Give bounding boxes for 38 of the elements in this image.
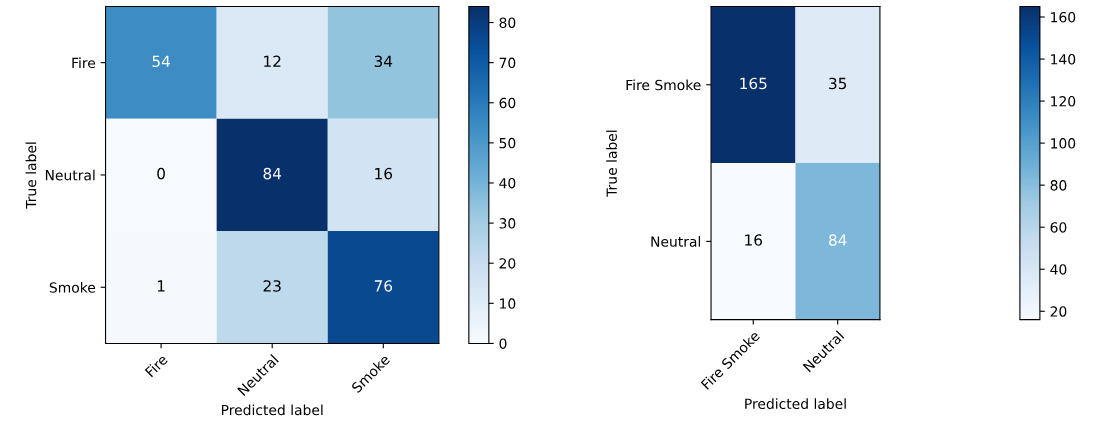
y-tick-label: Neutral [45,169,95,181]
x-tick-label: Fire [144,353,169,378]
x-axis-title: Predicted label [745,398,846,410]
y-tick-label: Smoke [49,282,96,293]
data-label: 23 [263,280,281,292]
y-axis-title: True label [606,130,617,197]
color-bar-label: 60 [1050,222,1067,233]
color-bar-label: 50 [499,137,516,149]
color-bar-label: 40 [1050,264,1067,275]
data-label: 76 [374,280,393,292]
data-label: 34 [374,55,393,68]
color-bar-label: 60 [499,97,516,109]
data-label: 16 [745,234,763,246]
color-bar-label: 100 [1051,138,1076,149]
color-bar-label: 10 [500,298,516,309]
data-label: 16 [375,167,393,180]
color-bar-label: 160 [1051,11,1076,23]
color-bar-label: 0 [499,338,507,349]
data-label: 35 [829,77,847,90]
color-bar-label: 140 [1051,54,1076,65]
data-label: 165 [740,77,767,90]
data-label: 84 [829,234,847,246]
data-label: 54 [152,55,170,68]
data-label: 84 [263,167,282,180]
color-bar-label: 20 [1050,306,1067,317]
color-bar-label: 80 [499,17,516,28]
color-bar-label: 40 [499,177,516,189]
data-label: 0 [157,167,165,180]
color-bar-label: 80 [1050,180,1067,191]
y-axis-title: True label [25,142,37,209]
x-axis-title: Predicted label [221,404,323,416]
y-tick-label: Fire [72,57,96,69]
data-label: 1 [157,280,165,292]
color-bar-label: 20 [499,258,516,269]
color-bar-label: 30 [499,218,516,229]
color-bar-label: 120 [1051,96,1076,107]
data-label: 12 [264,55,281,67]
color-bar-label: 70 [499,57,516,69]
